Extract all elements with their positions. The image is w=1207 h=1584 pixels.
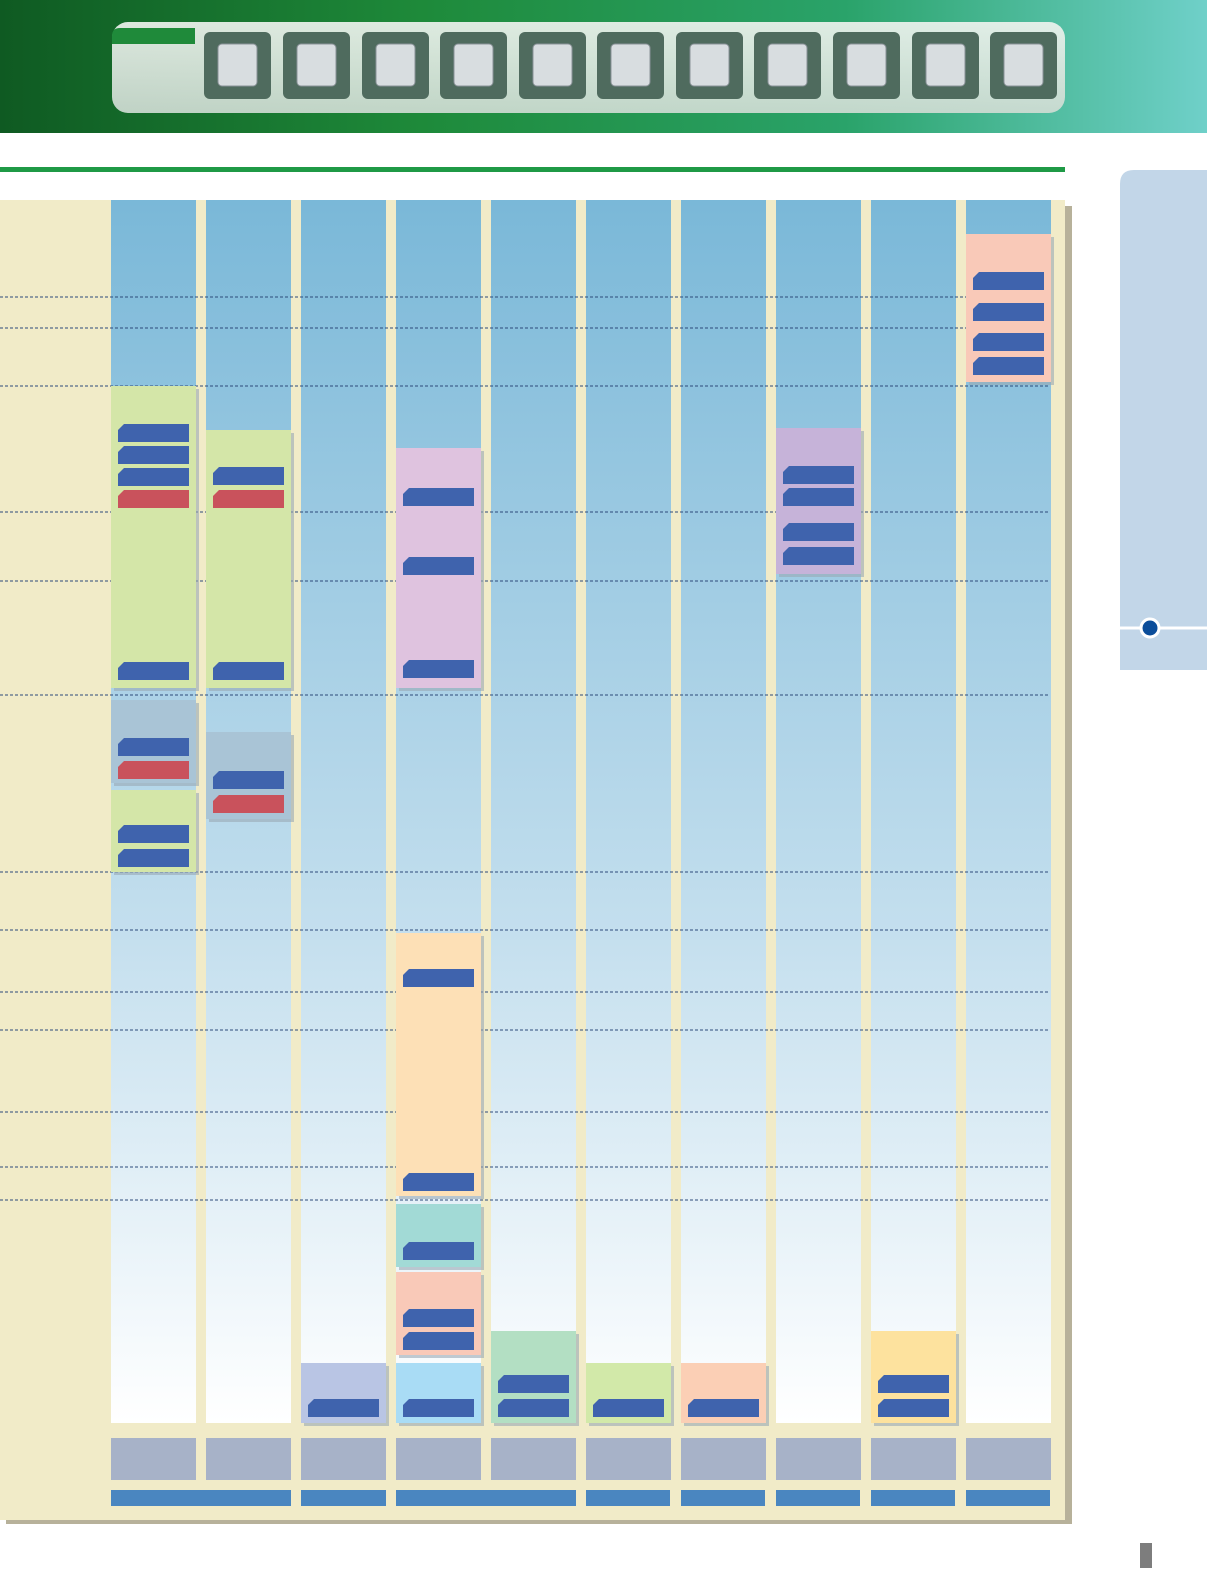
column [871,200,956,1423]
footer-bar [111,1490,291,1506]
label-tag [783,547,854,565]
label-tag [403,488,474,506]
side-dot [1139,617,1161,639]
label-tag [593,1399,664,1417]
icon-image [375,43,416,87]
label-tag [403,660,474,678]
icon-image [532,43,573,87]
footer-bar [681,1490,765,1506]
side-tab [1120,170,1207,670]
label-tag [118,761,189,779]
column [776,200,861,1423]
footer-bar [966,1490,1050,1506]
footer-cell [491,1438,576,1480]
label-tag [783,523,854,541]
footer-bar [871,1490,955,1506]
label-tag [213,795,284,813]
label-tag [973,333,1044,351]
icon-image [689,43,730,87]
label-tag [213,662,284,680]
footer-cell [111,1438,196,1480]
label-tag [118,490,189,508]
column [301,200,386,1423]
icon-image [610,43,651,87]
icon-image [296,43,337,87]
label-tag [783,488,854,506]
label-tag [403,1399,474,1417]
icon-image [846,43,887,87]
label-tag [783,466,854,484]
footer-cell [301,1438,386,1480]
page-marker [1140,1543,1152,1568]
label-tag [118,424,189,442]
label-tag [403,1332,474,1350]
label-tag [118,849,189,867]
label-tag [973,357,1044,375]
label-tag [973,303,1044,321]
label-tag [403,1309,474,1327]
footer-cell [396,1438,481,1480]
label-tag [118,446,189,464]
icon-image [453,43,494,87]
label-tag [403,557,474,575]
column [491,200,576,1423]
column [681,200,766,1423]
label-tag [498,1399,569,1417]
label-tag [118,662,189,680]
column [586,200,671,1423]
label-tag [213,467,284,485]
footer-cell [206,1438,291,1480]
footer-cell [871,1438,956,1480]
footer-cell [966,1438,1051,1480]
label-tag [403,1242,474,1260]
footer-cell [586,1438,671,1480]
icon-panel [112,22,1065,113]
icon-image [767,43,808,87]
label-tag [118,738,189,756]
label-tag [308,1399,379,1417]
icon-image [217,43,258,87]
label-tag [118,468,189,486]
icon-image [925,43,966,87]
header-tab [112,28,195,44]
label-tag [403,969,474,987]
label-tag [403,1173,474,1191]
label-tag [213,771,284,789]
label-tag [688,1399,759,1417]
label-tag [213,490,284,508]
column [966,200,1051,1423]
label-tag [878,1399,949,1417]
footer-bar [586,1490,670,1506]
divider [0,167,1065,172]
footer-bar [301,1490,386,1506]
footer-bar [776,1490,860,1506]
label-tag [118,825,189,843]
footer-bar [396,1490,576,1506]
label-tag [973,272,1044,290]
footer-cell [681,1438,766,1480]
icon-image [1003,43,1044,87]
footer-cell [776,1438,861,1480]
label-tag [498,1375,569,1393]
label-tag [878,1375,949,1393]
